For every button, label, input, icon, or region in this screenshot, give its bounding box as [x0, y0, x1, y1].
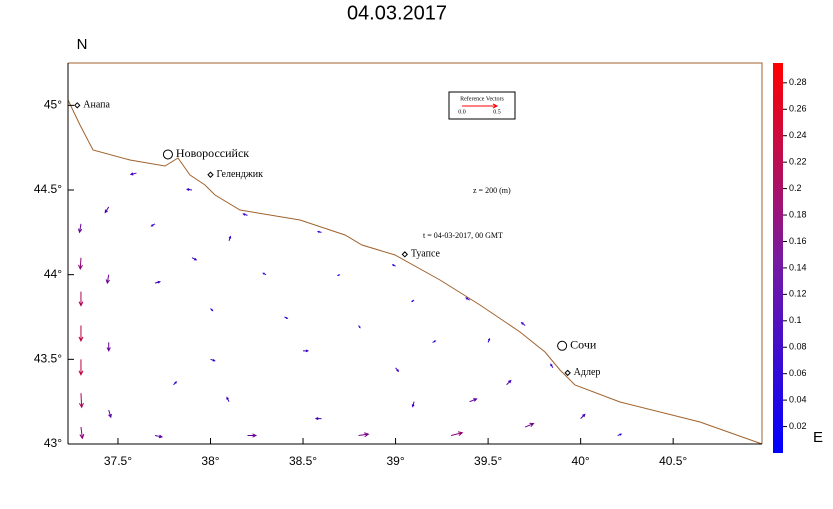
- current-vector: [247, 433, 258, 438]
- x-axis-label: E: [813, 429, 823, 446]
- current-vector: [303, 349, 310, 353]
- current-vector: [580, 413, 586, 419]
- current-vector: [284, 316, 289, 319]
- x-tick-label: 38.5°: [289, 454, 317, 468]
- chart-title: 04.03.2017: [347, 2, 447, 24]
- current-vector: [487, 337, 491, 343]
- current-vector: [154, 280, 161, 284]
- current-vector: [78, 359, 84, 376]
- current-vector: [262, 272, 267, 276]
- city-marker: [207, 171, 214, 178]
- colorbar-tick-label: 0.28: [789, 77, 807, 87]
- current-vector: [465, 297, 470, 301]
- current-vector: [185, 188, 193, 191]
- current-vector: [520, 321, 526, 326]
- current-vector: [358, 432, 370, 438]
- x-tick-label: 39°: [386, 454, 404, 468]
- current-vector: [79, 393, 84, 409]
- current-vector: [129, 172, 137, 176]
- current-vector: [79, 427, 85, 440]
- current-vector: [78, 325, 84, 342]
- current-vector: [173, 381, 178, 386]
- y-tick-label: 43.5°: [34, 352, 62, 366]
- current-vector: [106, 342, 111, 352]
- current-vector: [210, 358, 216, 362]
- current-vector: [336, 274, 341, 277]
- colorbar-tick-label: 0.08: [789, 342, 807, 352]
- colorbar-tick-label: 0.06: [789, 368, 807, 378]
- city-label: Адлер: [574, 367, 601, 378]
- y-tick-label: 45°: [44, 98, 62, 112]
- city-marker: [74, 102, 81, 109]
- current-vector: [506, 379, 512, 386]
- current-vector: [432, 340, 437, 343]
- current-vector: [617, 433, 623, 436]
- colorbar-tick-label: 0.02: [789, 421, 807, 431]
- current-vector: [154, 434, 164, 439]
- colorbar-tick-label: 0.12: [789, 289, 807, 299]
- current-vector: [77, 223, 83, 234]
- city-marker: [557, 340, 568, 351]
- current-vector: [314, 417, 322, 421]
- current-vector: [191, 257, 198, 261]
- colorbar-tick-label: 0.1: [789, 315, 802, 325]
- colorbar-tick-label: 0.26: [789, 104, 807, 114]
- colorbar: [773, 63, 783, 453]
- reference-tick-label: 0.5: [493, 109, 501, 115]
- city-label: Анапа: [83, 100, 110, 111]
- current-vector: [524, 422, 535, 428]
- city-label: Сочи: [570, 338, 597, 352]
- current-vector: [228, 235, 232, 241]
- x-tick-label: 40.5°: [659, 454, 687, 468]
- colorbar-tick-label: 0.16: [789, 236, 807, 246]
- current-vector: [391, 264, 396, 267]
- current-vector: [411, 401, 415, 408]
- y-tick-label: 43°: [44, 436, 62, 450]
- current-vector: [210, 308, 214, 312]
- x-tick-label: 40°: [572, 454, 590, 468]
- city-label: Новороссийск: [176, 146, 249, 160]
- city-marker: [401, 251, 409, 258]
- y-axis-label: N: [77, 36, 88, 53]
- current-vector: [78, 257, 83, 271]
- current-vector: [316, 230, 322, 234]
- current-vector: [226, 396, 230, 402]
- current-vector: [550, 363, 554, 369]
- current-vector: [242, 213, 248, 216]
- colorbar-tick-label: 0.04: [789, 394, 807, 404]
- y-tick-label: 44°: [44, 267, 62, 281]
- colorbar-tick-label: 0.18: [789, 209, 807, 219]
- current-vector: [108, 409, 112, 419]
- coastline: [67, 99, 763, 445]
- current-vector: [395, 367, 400, 373]
- reference-label: Reference Vectors: [460, 95, 504, 102]
- reference-tick-label: 0.0: [458, 109, 466, 115]
- current-vector: [104, 206, 110, 214]
- current-vector: [150, 223, 156, 227]
- city-label: Туапсе: [411, 249, 441, 260]
- colorbar-tick-label: 0.22: [789, 157, 807, 167]
- current-vector: [105, 274, 110, 285]
- current-vector: [411, 299, 415, 303]
- colorbar-tick-label: 0.24: [789, 130, 807, 140]
- y-tick-label: 44.5°: [34, 182, 62, 196]
- x-tick-label: 39.5°: [474, 454, 502, 468]
- city-marker: [162, 149, 173, 160]
- depth-label: z = 200 (m): [473, 186, 511, 195]
- time-label: t = 04-03-2017, 00 GMT: [423, 231, 503, 240]
- current-vector: [450, 431, 464, 437]
- colorbar-tick-label: 0.2: [789, 183, 802, 193]
- x-tick-label: 38°: [201, 454, 219, 468]
- city-marker: [564, 369, 571, 377]
- reference-arrow: [462, 103, 499, 109]
- current-vector: [469, 398, 478, 403]
- x-tick-label: 37.5°: [104, 454, 132, 468]
- map-frame: [68, 62, 763, 444]
- current-vector: [358, 325, 361, 329]
- colorbar-tick-label: 0.14: [789, 262, 807, 272]
- city-label: Геленджик: [217, 169, 264, 180]
- current-vector: [78, 291, 84, 307]
